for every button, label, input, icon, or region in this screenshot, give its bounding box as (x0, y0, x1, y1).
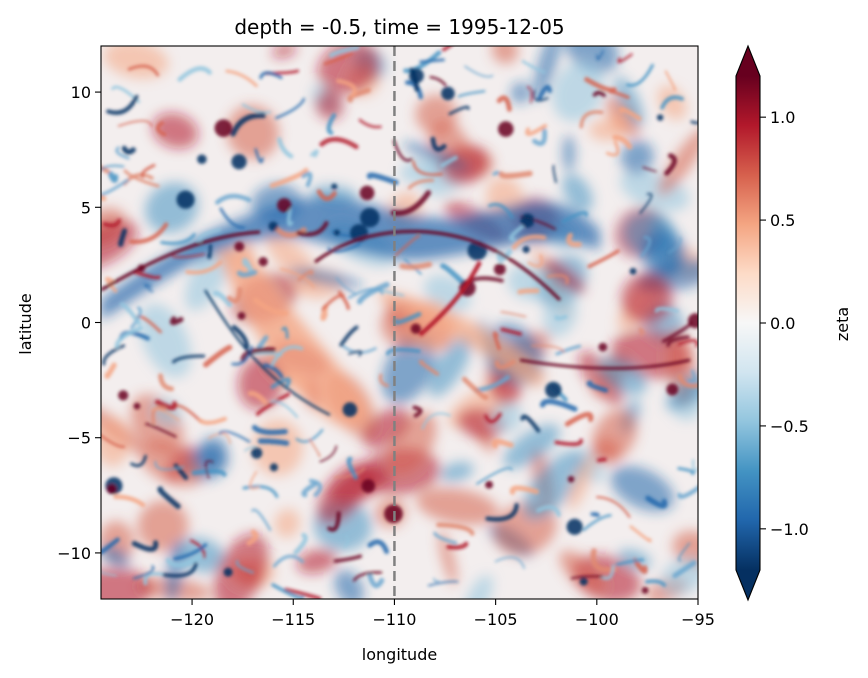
x-tick-label: −105 (474, 610, 518, 629)
x-axis-label: longitude (362, 645, 437, 664)
x-tick-label: −120 (170, 610, 214, 629)
y-axis: 10 5 0 −5 −10 (57, 83, 101, 563)
x-tick-label: −95 (681, 610, 715, 629)
colorbar-extend-top (736, 46, 760, 76)
colorbar-tick-label: 1.0 (770, 108, 795, 127)
colorbar-outline (735, 44, 761, 602)
colorbar-tick-label: −1.0 (770, 520, 809, 539)
colorbar-extend-bottom (736, 570, 760, 600)
y-tick-label: 0 (81, 314, 91, 333)
heatmap-field (101, 46, 698, 599)
y-axis-label: latitude (16, 293, 35, 354)
colorbar: 1.0 0.5 0.0 −0.5 −1.0 zeta (735, 44, 852, 602)
colorbar-tick-label: 0.0 (770, 314, 795, 333)
y-tick-label: −5 (67, 429, 91, 448)
y-tick-label: 10 (71, 83, 91, 102)
x-tick-label: −110 (372, 610, 416, 629)
colorbar-tick-label: 0.5 (770, 211, 795, 230)
colorbar-ticks: 1.0 0.5 0.0 −0.5 −1.0 (760, 108, 809, 539)
y-tick-label: 5 (81, 198, 91, 217)
x-axis: −120 −115 −110 −105 −100 −95 (170, 599, 715, 629)
chart-title: depth = -0.5, time = 1995-12-05 (234, 15, 564, 39)
y-tick-label: −10 (57, 544, 91, 563)
colorbar-label: zeta (833, 307, 852, 341)
colorbar-tick-label: −0.5 (770, 417, 809, 436)
colorbar-gradient (736, 76, 760, 570)
x-tick-label: −115 (271, 610, 315, 629)
x-tick-label: −100 (575, 610, 619, 629)
